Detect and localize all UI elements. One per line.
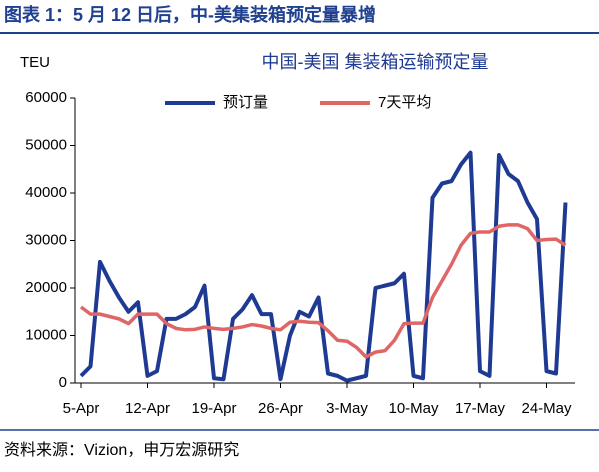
legend-label: 7天平均: [378, 94, 431, 111]
y-axis-label: TEU: [20, 54, 50, 71]
x-tick-label: 12-Apr: [125, 400, 170, 417]
y-tick-label: 40000: [25, 184, 67, 201]
x-tick-label: 24-May: [521, 400, 572, 417]
x-tick-label: 5-Apr: [63, 400, 100, 417]
y-tick-label: 50000: [25, 136, 67, 153]
x-tick-label: 3-May: [326, 400, 368, 417]
y-tick-label: 0: [59, 374, 67, 391]
chart-title: 中国-美国 集装箱运输预定量: [262, 52, 489, 72]
x-tick-label: 17-May: [455, 400, 506, 417]
y-tick-label: 60000: [25, 89, 67, 106]
y-tick-label: 20000: [25, 279, 67, 296]
legend-label: 预订量: [223, 94, 268, 111]
x-tick-label: 19-Apr: [191, 400, 236, 417]
footer-source: 资料来源：Vizion，申万宏源研究: [4, 441, 239, 459]
x-tick-label: 26-Apr: [258, 400, 303, 417]
header-title: 图表 1：5 月 12 日后，中-美集装箱预定量暴增: [4, 4, 376, 25]
y-tick-label: 30000: [25, 231, 67, 248]
series-line: [79, 223, 567, 359]
series-line: [79, 150, 568, 383]
x-tick-label: 10-May: [388, 400, 439, 417]
y-tick-label: 10000: [25, 326, 67, 343]
